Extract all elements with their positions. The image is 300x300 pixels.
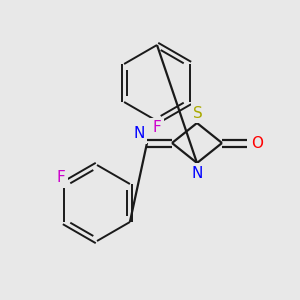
Text: N: N [133, 127, 145, 142]
Text: F: F [57, 170, 65, 185]
Text: S: S [193, 106, 203, 121]
Text: N: N [191, 166, 203, 181]
Text: F: F [153, 121, 161, 136]
Text: O: O [251, 136, 263, 151]
